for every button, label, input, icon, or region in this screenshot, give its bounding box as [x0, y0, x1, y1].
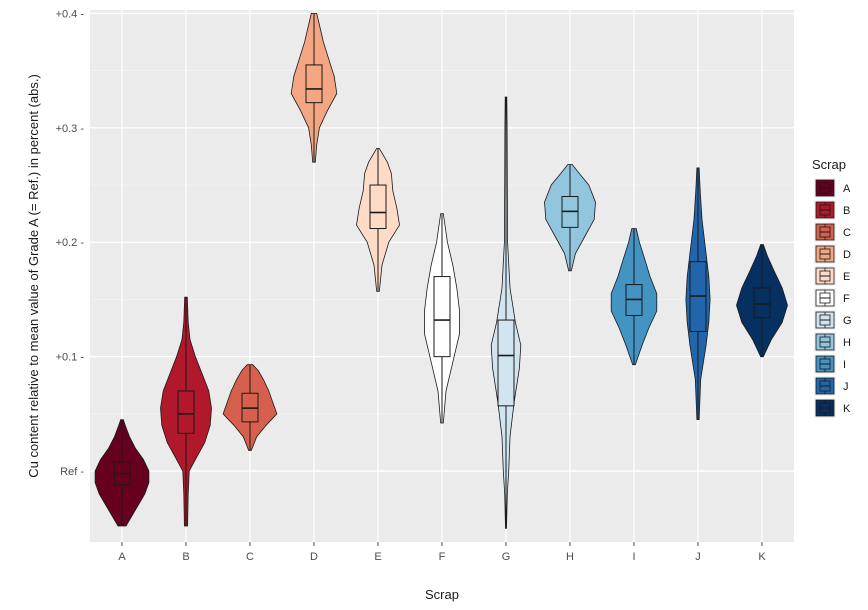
x-tick-label: C: [246, 551, 254, 563]
x-tick-label: E: [374, 551, 381, 563]
box: [369, 184, 387, 230]
legend-item-b: B: [814, 200, 850, 220]
x-tick-label: J: [695, 551, 701, 563]
y-axis-title: Cu content relative to mean value of Gra…: [26, 74, 41, 478]
legend-item-e: E: [814, 266, 850, 286]
x-axis-title: Scrap: [425, 587, 459, 602]
x-tick-label: B: [182, 551, 189, 563]
violin-e: [356, 148, 400, 292]
violin-c: [222, 364, 278, 451]
x-tick-label: A: [118, 551, 126, 563]
legend-label: I: [843, 359, 846, 371]
legend-item-a: A: [814, 178, 851, 198]
legend-label: A: [843, 183, 851, 195]
y-tick-label: +0.4 -: [56, 8, 85, 20]
violin-g: [490, 96, 522, 529]
legend-label: H: [843, 337, 851, 349]
legend-title: Scrap: [812, 157, 846, 172]
legend-label: E: [843, 271, 850, 283]
legend-item-g: G: [814, 310, 852, 330]
legend-item-f: F: [814, 288, 850, 308]
y-tick-label: +0.2 -: [56, 237, 85, 249]
legend-label: F: [843, 293, 850, 305]
box: [177, 390, 195, 434]
violin-d: [290, 13, 338, 163]
y-tick-label: +0.1 -: [56, 352, 85, 364]
y-tick-label: +0.3 -: [56, 123, 85, 135]
x-tick-label: I: [632, 551, 635, 563]
x-tick-label: D: [310, 551, 318, 563]
box: [497, 319, 515, 407]
y-axis-ticks: Ref - +0.1 - +0.2 - +0.3 - +0.4 -: [56, 8, 85, 478]
legend-label: J: [843, 381, 849, 393]
violin-h: [544, 164, 596, 272]
legend-item-i: I: [814, 354, 846, 374]
legend-label: K: [843, 403, 851, 415]
legend-item-j: J: [814, 376, 849, 396]
violin-b: [160, 296, 212, 527]
y-tick-label: Ref -: [60, 466, 84, 478]
x-tick-label: F: [439, 551, 446, 563]
box: [305, 64, 323, 104]
legend-label: C: [843, 227, 851, 239]
violin-a: [94, 419, 150, 527]
violin-j: [685, 167, 711, 420]
legend-item-d: D: [814, 244, 851, 264]
legend-item-k: K: [814, 398, 851, 418]
violins-layer: [94, 13, 788, 529]
box: [753, 287, 771, 319]
x-tick-label: G: [502, 551, 511, 563]
box: [433, 276, 451, 358]
legend-item-c: C: [814, 222, 851, 242]
legend-label: G: [843, 315, 852, 327]
x-tick-label: H: [566, 551, 574, 563]
legend-label: D: [843, 249, 851, 261]
violin-f: [424, 213, 460, 424]
x-tick-label: K: [758, 551, 766, 563]
x-axis-ticks: A B C D E F G H I J K: [118, 542, 766, 563]
legend-label: B: [843, 205, 850, 217]
legend-item-h: H: [814, 332, 851, 352]
violin-k: [736, 244, 788, 358]
violin-i: [610, 228, 658, 366]
